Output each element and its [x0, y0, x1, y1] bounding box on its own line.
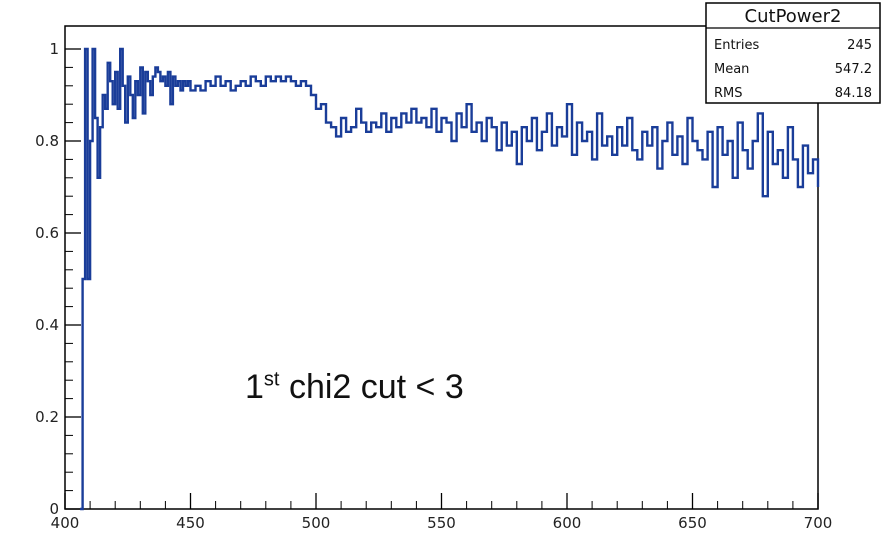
annotation-text: chi2 cut < 3 — [288, 368, 464, 406]
stats-box: CutPower2 Entries 245 Mean 547.2 RMS 84.… — [705, 2, 881, 104]
x-tick-label: 700 — [804, 514, 833, 532]
y-tick-label: 1 — [49, 40, 59, 58]
x-tick-label: 550 — [427, 514, 456, 532]
stats-mean-label: Mean — [714, 62, 749, 77]
x-tick-label: 500 — [302, 514, 331, 532]
x-tick-label: 400 — [51, 514, 80, 532]
stats-entries-label: Entries — [714, 38, 760, 53]
annotation-suffix: st — [263, 368, 280, 391]
histogram-series-line — [80, 47, 820, 511]
y-tick-label: 0 — [49, 500, 59, 518]
x-tick-label: 650 — [678, 514, 707, 532]
stats-rms-value: 84.18 — [835, 86, 872, 101]
y-tick-label: 0.4 — [35, 316, 59, 334]
stats-entries-value: 245 — [847, 38, 872, 53]
x-tick-label: 450 — [176, 514, 205, 532]
stats-rms-label: RMS — [714, 86, 743, 101]
annotation-ordinal: 1 — [245, 368, 264, 406]
y-tick-label: 0.8 — [35, 132, 59, 150]
y-tick-label: 0.2 — [35, 408, 59, 426]
stats-box-frame — [705, 2, 881, 104]
stats-box-title: CutPower2 — [745, 6, 842, 27]
plot-frame — [64, 25, 819, 510]
stats-mean-value: 547.2 — [835, 62, 872, 77]
y-tick-label: 0.6 — [35, 224, 59, 242]
cut-annotation: 1st chi2 cut < 3 — [245, 368, 464, 407]
x-tick-label: 600 — [553, 514, 582, 532]
